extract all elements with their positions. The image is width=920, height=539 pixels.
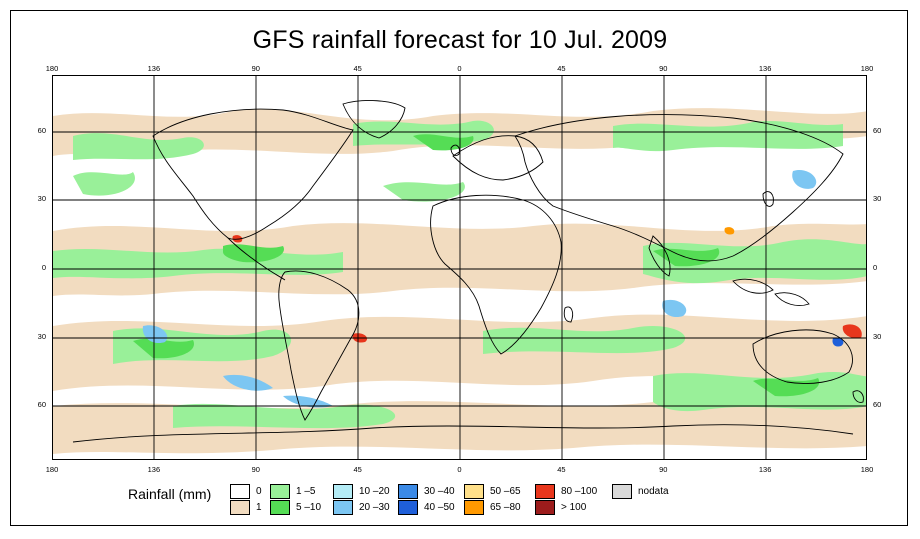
bottom-tick-label: 90: [251, 465, 260, 474]
map-title: GFS rainfall forecast for 10 Jul. 2009: [252, 26, 668, 54]
legend-label: 5 –10: [296, 502, 322, 513]
legend-swatch: [333, 500, 353, 515]
bottom-tick-label: 136: [147, 465, 161, 474]
legend-swatch: [535, 500, 555, 515]
legend-swatch: [535, 484, 555, 499]
legend-swatch: [270, 484, 290, 499]
legend-label: 20 –30: [359, 502, 390, 513]
legend-label: 1: [256, 502, 262, 513]
figure-frame: [10, 10, 908, 526]
legend-swatch: [398, 500, 418, 515]
legend-label: 1 –5: [296, 486, 316, 497]
left-tick-label: 60: [37, 126, 46, 135]
map-svg: [53, 76, 866, 459]
legend-swatch: [333, 484, 353, 499]
left-tick-label: 60: [37, 400, 46, 409]
legend-swatch: [230, 484, 250, 499]
bottom-tick-label: 45: [353, 465, 362, 474]
left-tick-label: 0: [41, 263, 46, 272]
legend-swatch: [464, 484, 484, 499]
left-tick-label: 30: [37, 194, 46, 203]
top-tick-label: 136: [147, 64, 161, 73]
top-tick-label: 136: [758, 64, 772, 73]
top-tick-label: 90: [251, 64, 260, 73]
legend-swatch: [230, 500, 250, 515]
legend-swatch: [270, 500, 290, 515]
right-tick-label: 60: [873, 126, 882, 135]
right-tick-label: 30: [873, 332, 882, 341]
legend-swatch: [612, 484, 632, 499]
bottom-tick-label: 45: [557, 465, 566, 474]
legend-label: 50 –65: [490, 486, 521, 497]
legend-swatch: [464, 500, 484, 515]
rain-heavy-areas: [142, 169, 817, 408]
legend-label: > 100: [561, 502, 587, 513]
graticule: [53, 76, 866, 459]
bottom-tick-label: 180: [45, 465, 59, 474]
top-tick-label: 0: [457, 64, 462, 73]
legend-label: 40 –50: [424, 502, 455, 513]
legend-label: 0: [256, 486, 262, 497]
legend-label: nodata: [638, 486, 669, 497]
right-tick-label: 60: [873, 400, 882, 409]
legend-label: 80 –100: [561, 486, 598, 497]
left-tick-label: 30: [37, 332, 46, 341]
right-tick-label: 30: [873, 194, 882, 203]
legend-swatch: [398, 484, 418, 499]
top-tick-label: 180: [45, 64, 59, 73]
legend-label: 30 –40: [424, 486, 455, 497]
legend-label: 65 –80: [490, 502, 521, 513]
bottom-tick-label: 0: [457, 465, 462, 474]
top-tick-label: 45: [557, 64, 566, 73]
rainfall-map: [52, 75, 867, 460]
right-tick-label: 0: [873, 263, 878, 272]
bottom-tick-label: 90: [659, 465, 668, 474]
top-tick-label: 90: [659, 64, 668, 73]
top-tick-label: 45: [353, 64, 362, 73]
rain-intense-areas: [232, 227, 862, 347]
top-tick-label: 180: [860, 64, 874, 73]
legend-label: 10 –20: [359, 486, 390, 497]
bottom-tick-label: 136: [758, 465, 772, 474]
bottom-tick-label: 180: [860, 465, 874, 474]
legend-title: Rainfall (mm): [128, 486, 212, 502]
